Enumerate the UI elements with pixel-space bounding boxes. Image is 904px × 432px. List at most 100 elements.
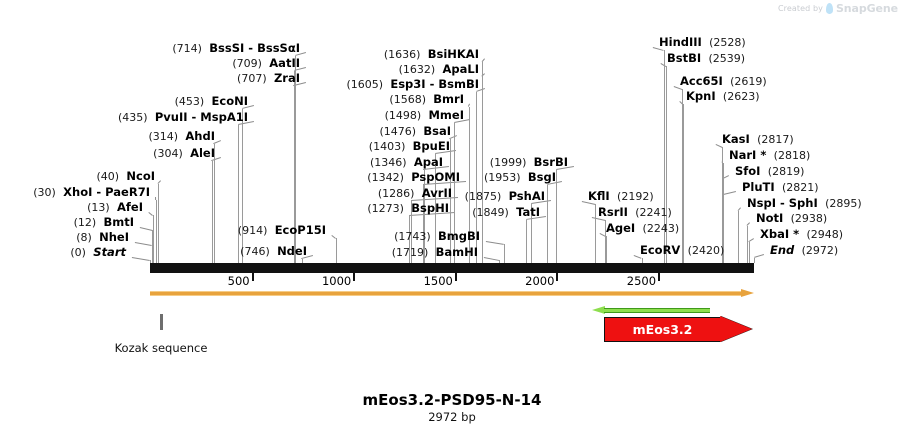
kozak-tick — [160, 314, 163, 330]
restriction-site-label[interactable]: NarI * (2818) — [729, 149, 810, 162]
restriction-site-label[interactable]: KflI (2192) — [588, 190, 654, 203]
restriction-site-label[interactable]: (1875) PshAI — [465, 190, 545, 203]
meos-feature-arrow[interactable]: mEos3.2 — [604, 316, 752, 342]
restriction-site-label[interactable]: NspI - SphI (2895) — [747, 197, 862, 210]
restriction-site-label[interactable]: (746) NdeI — [240, 245, 307, 258]
site-tick — [641, 258, 643, 263]
restriction-site-label[interactable]: (914) EcoP15I — [238, 224, 326, 237]
full-length-arrow-bar — [150, 291, 742, 296]
restriction-site-label[interactable]: (707) ZraI — [237, 72, 300, 85]
site-tick — [435, 154, 437, 263]
restriction-site-label[interactable]: (435) PvuII - MspA1I — [118, 111, 248, 124]
restriction-site-label[interactable]: (1632) ApaLI — [399, 63, 479, 76]
site-enzyme-name: BsrBI — [533, 155, 568, 169]
site-enzyme-name: Esp3I - BsmBI — [390, 77, 479, 91]
restriction-site-label[interactable]: (1403) BpuEI — [369, 140, 450, 153]
restriction-site-label[interactable]: (1743) BmgBI — [394, 230, 480, 243]
site-position: (1875) — [464, 190, 502, 203]
site-enzyme-name: AleI — [190, 146, 215, 160]
restriction-site-label[interactable]: (304) AleI — [153, 147, 215, 160]
site-enzyme-name: BspHI — [411, 201, 449, 215]
site-tick — [468, 107, 470, 263]
restriction-site-label[interactable]: (30) XhoI - PaeR7I — [33, 186, 150, 199]
meos-arrow-head — [720, 316, 752, 342]
restriction-site-label[interactable]: (1342) PspOMI — [367, 171, 460, 184]
restriction-site-label[interactable]: (709) AatII — [232, 57, 300, 70]
site-enzyme-name: NdeI — [277, 244, 307, 258]
site-tick — [499, 260, 501, 263]
restriction-site-label[interactable]: (8) NheI — [76, 231, 129, 244]
site-tick — [150, 260, 151, 263]
restriction-site-label[interactable]: (1605) Esp3I - BsmBI — [346, 78, 479, 91]
restriction-site-label[interactable]: NotI (2938) — [756, 212, 827, 225]
restriction-site-label[interactable]: PluTI (2821) — [742, 181, 819, 194]
restriction-site-label[interactable]: (1953) BsgI — [484, 171, 556, 184]
site-tick — [213, 144, 215, 263]
restriction-site-label[interactable]: HindIII (2528) — [659, 36, 746, 49]
snapgene-watermark: Created by SnapGene — [778, 2, 898, 15]
site-tick — [295, 56, 297, 263]
site-position: (435) — [117, 111, 148, 124]
restriction-site-label[interactable]: (1346) ApaI — [370, 156, 443, 169]
restriction-site-label[interactable]: (13) AfeI — [87, 201, 143, 214]
restriction-site-label[interactable]: AgeI (2243) — [606, 222, 679, 235]
restriction-site-label[interactable]: (453) EcoNI — [175, 95, 248, 108]
restriction-site-label[interactable]: RsrII (2241) — [598, 206, 672, 219]
site-tick — [738, 211, 740, 263]
restriction-site-label[interactable]: (1286) AvrII — [378, 187, 452, 200]
site-tick — [556, 170, 558, 263]
restriction-site-label[interactable]: SfoI (2819) — [735, 165, 804, 178]
ruler-label: 2000 — [525, 274, 555, 288]
restriction-site-label[interactable]: (1849) TatI — [472, 206, 540, 219]
restriction-site-label[interactable]: (1476) BsaI — [379, 125, 451, 138]
site-position: (2243) — [642, 222, 680, 235]
site-tick — [605, 236, 607, 263]
ruler-tick — [454, 272, 457, 281]
restriction-site-label[interactable]: (1636) BsiHKAI — [384, 48, 479, 61]
site-position: (1476) — [379, 125, 417, 138]
site-enzyme-name: SfoI — [735, 164, 761, 178]
restriction-site-label[interactable]: KasI (2817) — [722, 133, 794, 146]
site-position: (1849) — [472, 206, 509, 219]
site-tick — [663, 50, 665, 263]
site-enzyme-name: EcoRV — [640, 243, 681, 257]
restriction-site-label[interactable]: EcoRV (2420) — [640, 244, 724, 257]
site-position: (2819) — [767, 165, 805, 178]
site-enzyme-name: RsrII — [598, 205, 628, 219]
restriction-site-label[interactable]: Acc65I (2619) — [680, 75, 767, 88]
site-enzyme-name: AatII — [269, 56, 300, 70]
site-tick — [682, 89, 684, 263]
restriction-site-label[interactable]: (1999) BsrBI — [490, 156, 568, 169]
restriction-site-label[interactable]: (714) BssSI - BssSαI — [172, 42, 300, 55]
site-tick — [481, 77, 483, 263]
restriction-site-label[interactable]: (12) BmtI — [74, 216, 134, 229]
site-position: (1342) — [367, 171, 404, 184]
restriction-site-label[interactable]: (1498) MmeI — [385, 109, 464, 122]
site-tick — [156, 200, 158, 263]
restriction-site-label[interactable]: (40) NcoI — [96, 170, 155, 183]
site-enzyme-name: AgeI — [606, 221, 636, 235]
site-position: (1605) — [346, 78, 384, 91]
site-enzyme-name: BamHI — [435, 245, 478, 259]
restriction-site-label[interactable]: (1273) BspHI — [367, 202, 449, 215]
green-feature-arrow[interactable] — [592, 306, 710, 315]
restriction-site-label[interactable]: XbaI * (2948) — [760, 228, 843, 241]
site-position: (1568) — [389, 93, 426, 106]
site-position: (914) — [237, 224, 268, 237]
restriction-site-label[interactable]: KpnI (2623) — [686, 90, 760, 103]
restriction-site-label[interactable]: BstBI (2539) — [667, 52, 745, 65]
restriction-site-label[interactable]: End (2972) — [770, 244, 838, 257]
site-position: (1636) — [383, 48, 421, 61]
ruler-tick — [658, 272, 661, 281]
restriction-site-label[interactable]: (314) AhdI — [148, 130, 215, 143]
full-length-arrow[interactable] — [150, 289, 754, 298]
restriction-site-label[interactable]: (1568) BmrI — [389, 93, 464, 106]
restriction-site-label[interactable]: (0) Start — [70, 246, 126, 259]
site-position: (13) — [87, 201, 110, 214]
site-position: (709) — [232, 57, 262, 70]
ruler-label: 500 — [227, 274, 250, 288]
restriction-site-label[interactable]: (1719) BamHI — [392, 246, 478, 259]
site-enzyme-name: AfeI — [117, 200, 143, 214]
site-position: (30) — [33, 186, 56, 199]
plasmid-length: 2972 bp — [428, 410, 476, 424]
